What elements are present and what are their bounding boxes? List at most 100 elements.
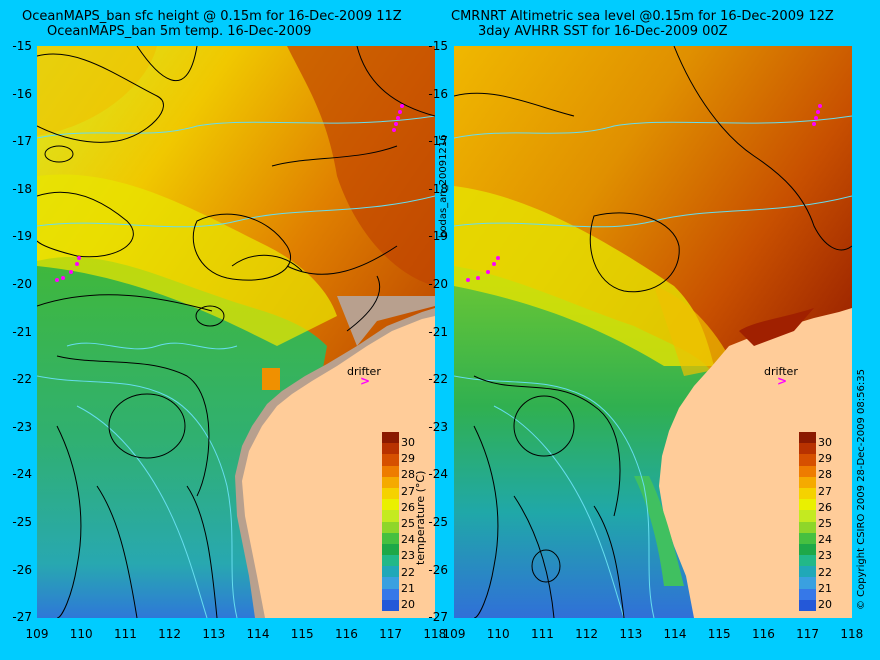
colorbar-tick-label: 29 [818,452,832,466]
y-tick-label: -22 [12,372,32,387]
y-tick-label: -17 [428,134,448,149]
colorbar-swatch [382,443,399,455]
colorbar-swatch [382,476,399,488]
colorbar-swatch [382,577,399,589]
x-tick-label: 111 [530,627,554,641]
colorbar-swatch [799,599,816,611]
right-drifter-marker: > [777,374,788,388]
colorbar-tick-label: 25 [818,517,832,530]
x-tick-label: 115 [290,627,314,641]
left-title-line1: OceanMAPS_ban sfc height @ 0.15m for 16-… [22,9,402,24]
colorbar-swatch [799,454,816,466]
y-tick-label: -18 [12,181,32,196]
left-colorbar-label: temperature (°C) [414,470,427,565]
left-drifter-label: drifter [347,365,381,378]
x-tick-label: 112 [158,627,182,641]
colorbar-swatch [799,588,816,600]
colorbar-swatch [799,465,816,477]
colorbar-tick-label: 22 [401,565,415,579]
y-tick-label: -23 [12,419,32,434]
colorbar-tick-label: 26 [401,500,415,514]
colorbar-swatch [799,555,816,567]
left-map-panel [37,46,435,618]
colorbar-tick-label: 28 [401,468,415,482]
x-tick-label: 112 [575,627,599,641]
x-tick-label: 115 [707,627,731,641]
right-map-panel [454,46,852,618]
colorbar-swatch [382,555,399,567]
colorbar-swatch [799,543,816,556]
colorbar-tick-label: 27 [401,484,415,498]
left-drifter-marker: > [360,374,371,388]
y-tick-label: -16 [12,86,32,101]
colorbar-swatch [799,476,816,488]
x-tick-label: 118 [840,627,864,641]
colorbar-tick-label: 27 [818,484,832,498]
colorbar-tick-label: 20 [401,598,415,611]
y-tick-label: -19 [12,229,32,244]
colorbar-swatch [382,432,399,444]
x-tick-label: 113 [202,627,226,641]
colorbar-swatch [799,443,816,455]
colorbar-tick-label: 21 [818,581,832,595]
colorbar-tick-label: 23 [818,549,832,563]
colorbar-swatch [382,465,399,477]
x-tick-label: 114 [663,627,687,641]
x-tick-label: 110 [69,627,93,641]
y-tick-label: -17 [12,134,32,149]
right-map-svg [454,46,852,618]
right-colorbar [799,432,816,611]
x-tick-label: 111 [113,627,137,641]
colorbar-tick-label: 21 [401,581,415,595]
colorbar-swatch [382,588,399,600]
colorbar-tick-label: 20 [818,598,832,611]
colorbar-swatch [799,510,816,522]
y-tick-label: -24 [428,467,448,482]
right-drifter-label: drifter [764,365,798,378]
colorbar-swatch [382,566,399,578]
x-tick-label: 117 [796,627,820,641]
colorbar-swatch [382,599,399,611]
run-id-label: bodas_an_20091216 [438,134,449,238]
y-tick-label: -15 [12,39,32,53]
x-tick-label: 117 [379,627,403,641]
y-tick-label: -19 [428,229,448,244]
y-tick-label: -23 [428,419,448,434]
y-tick-label: -21 [428,324,448,339]
colorbar-tick-label: 24 [818,533,832,547]
colorbar-swatch [799,532,816,544]
y-tick-label: -21 [12,324,32,339]
colorbar-swatch [799,566,816,578]
y-tick-label: -22 [428,372,448,387]
x-tick-label: 116 [751,627,775,641]
colorbar-swatch [382,521,399,533]
colorbar-tick-label: 28 [818,468,832,482]
y-tick-label: -26 [428,562,448,577]
y-tick-label: -24 [12,467,32,482]
colorbar-tick-label: 25 [401,517,415,530]
colorbar-swatch [382,532,399,544]
colorbar-swatch [382,499,399,511]
colorbar-swatch [799,432,816,444]
x-tick-label: 109 [25,627,49,641]
colorbar-swatch [382,510,399,522]
colorbar-tick-label: 23 [401,549,415,563]
colorbar-tick-label: 26 [818,500,832,514]
colorbar-swatch [799,577,816,589]
colorbar-tick-label: 29 [401,452,415,466]
right-title-line1: CMRNRT Altimetric sea level @0.15m for 1… [451,9,834,24]
colorbar-swatch [799,521,816,533]
y-tick-label: -15 [428,39,448,53]
y-tick-label: -25 [428,515,448,529]
x-tick-label: 113 [619,627,643,641]
x-tick-label: 116 [334,627,358,641]
x-tick-label: 110 [486,627,510,641]
right-title-line2: 3day AVHRR SST for 16-Dec-2009 00Z [478,24,728,39]
copyright-label: © Copyright CSIRO 2009 28-Dec-2009 08:56… [856,369,867,610]
y-tick-label: -16 [428,86,448,101]
colorbar-swatch [382,454,399,466]
y-tick-label: -27 [12,610,32,625]
x-tick-label: 109 [442,627,466,641]
y-tick-label: -26 [12,562,32,577]
colorbar-tick-label: 24 [401,533,415,547]
